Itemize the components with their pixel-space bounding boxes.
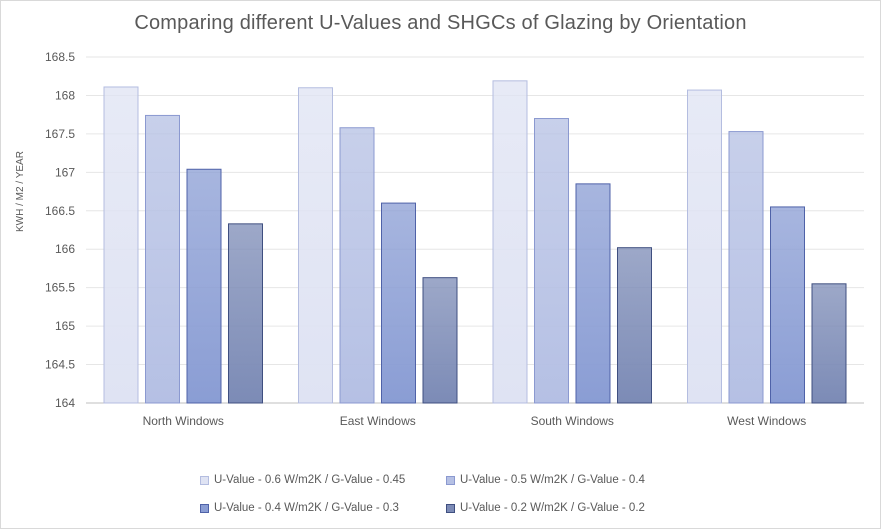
y-tick-label: 165	[55, 319, 75, 333]
bar	[145, 114, 180, 404]
legend-swatch	[446, 475, 455, 485]
bar	[339, 127, 375, 404]
legend-swatch	[200, 475, 209, 485]
bar	[687, 89, 722, 404]
legend-item: U-Value - 0.6 W/m2K / G-Value - 0.45	[200, 474, 405, 486]
x-tick-label: East Windows	[340, 414, 416, 428]
legend-item: U-Value - 0.4 W/m2K / G-Value - 0.3	[200, 502, 399, 514]
legend-label: U-Value - 0.6 W/m2K / G-Value - 0.45	[214, 474, 406, 486]
bar	[728, 131, 764, 404]
y-tick-label: 164.5	[45, 358, 75, 372]
bar	[617, 247, 652, 404]
bar	[811, 283, 847, 404]
y-tick-label: 166	[55, 242, 75, 256]
y-tick-label: 166.5	[45, 204, 75, 218]
legend-swatch	[200, 503, 209, 513]
y-tick-label: 164	[55, 396, 75, 410]
bar	[298, 87, 333, 404]
bar	[534, 118, 569, 404]
y-tick-labels: 164 164.5 165 165.5 166 166.5 167 167.5 168 168.5	[45, 50, 75, 410]
x-tick-labels: North Windows East Windows South Windows We…	[143, 414, 807, 428]
y-tick-label: 168.5	[45, 50, 75, 64]
chart-title: Comparing different U-Values and SHGCs o…	[134, 12, 747, 34]
x-tick-label: North Windows	[143, 414, 224, 428]
bar	[422, 277, 458, 404]
bars	[103, 80, 847, 404]
bar	[186, 168, 222, 404]
legend-swatch	[446, 503, 455, 513]
bar	[381, 202, 416, 404]
bar	[770, 206, 805, 404]
legend-item: U-Value - 0.2 W/m2K / G-Value - 0.2	[446, 502, 645, 514]
legend-label: U-Value - 0.4 W/m2K / G-Value - 0.3	[214, 502, 399, 514]
y-tick-label: 167	[55, 165, 75, 179]
bar	[492, 80, 528, 404]
legend-label: U-Value - 0.2 W/m2K / G-Value - 0.2	[460, 502, 645, 514]
y-tick-label: 165.5	[45, 281, 75, 295]
x-tick-label: South Windows	[531, 414, 614, 428]
bar	[103, 86, 139, 404]
bar	[575, 183, 611, 404]
legend-item: U-Value - 0.5 W/m2K / G-Value - 0.4	[446, 474, 645, 486]
bar	[228, 223, 263, 404]
y-tick-label: 168	[55, 88, 75, 102]
x-tick-label: West Windows	[727, 414, 806, 428]
y-tick-label: 167.5	[45, 127, 75, 141]
legend-label: U-Value - 0.5 W/m2K / G-Value - 0.4	[460, 474, 645, 486]
